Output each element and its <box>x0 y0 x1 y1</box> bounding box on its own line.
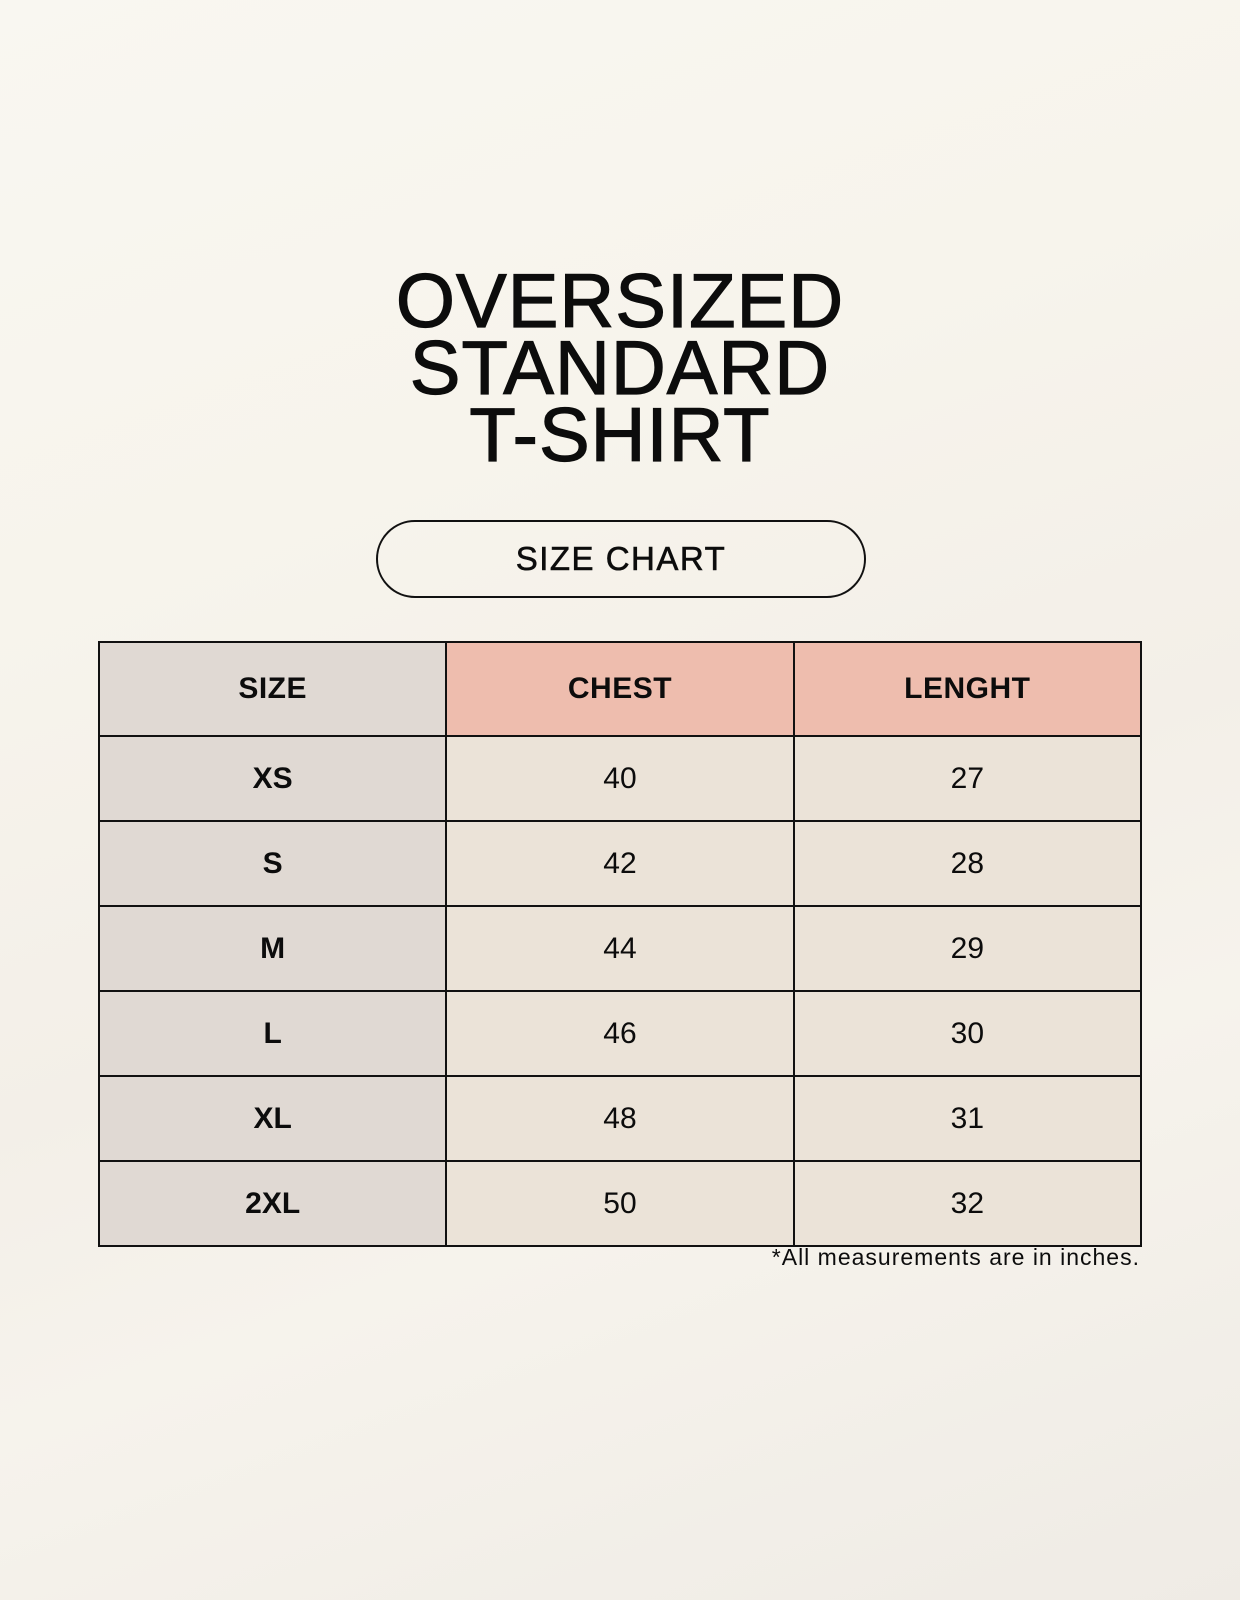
chest-cell: 46 <box>445 990 795 1077</box>
size-cell: XS <box>97 735 448 822</box>
chest-cell: 50 <box>445 1160 795 1247</box>
length-cell: 29 <box>792 905 1143 992</box>
table-row: M 44 29 <box>97 905 1143 992</box>
size-cell: L <box>97 990 448 1077</box>
chest-cell: 42 <box>445 820 795 907</box>
length-cell: 30 <box>792 990 1143 1077</box>
title-line: T-SHIRT <box>469 393 771 478</box>
size-table: SIZE CHEST LENGHT XS 40 27 S 42 28 M 44 29 L 46 30 X… <box>97 641 1143 1247</box>
footnote: *All measurements are in inches. <box>771 1244 1140 1270</box>
table-row: L 46 30 <box>97 990 1143 1077</box>
size-cell: XL <box>97 1075 448 1162</box>
size-cell: 2XL <box>97 1160 448 1247</box>
length-cell: 28 <box>792 820 1143 907</box>
title-line: OVERSIZED <box>395 259 845 344</box>
chest-cell: 48 <box>445 1075 795 1162</box>
header-size: SIZE <box>97 641 448 737</box>
chest-cell: 44 <box>445 905 795 992</box>
table-header-row: SIZE CHEST LENGHT <box>97 641 1143 737</box>
title-line: STANDARD <box>409 326 831 411</box>
chest-cell: 40 <box>445 735 795 822</box>
size-cell: M <box>97 905 448 992</box>
table-row: XS 40 27 <box>97 735 1143 822</box>
header-chest: CHEST <box>445 641 795 737</box>
page-title: OVERSIZED STANDARD T-SHIRT <box>0 259 1240 478</box>
table-row: 2XL 50 32 <box>97 1160 1143 1247</box>
length-cell: 31 <box>792 1075 1143 1162</box>
size-chart-badge: SIZE CHART <box>376 520 866 598</box>
size-cell: S <box>97 820 448 907</box>
header-length: LENGHT <box>792 641 1143 737</box>
length-cell: 32 <box>792 1160 1143 1247</box>
length-cell: 27 <box>792 735 1143 822</box>
table-row: S 42 28 <box>97 820 1143 907</box>
table-row: XL 48 31 <box>97 1075 1143 1162</box>
